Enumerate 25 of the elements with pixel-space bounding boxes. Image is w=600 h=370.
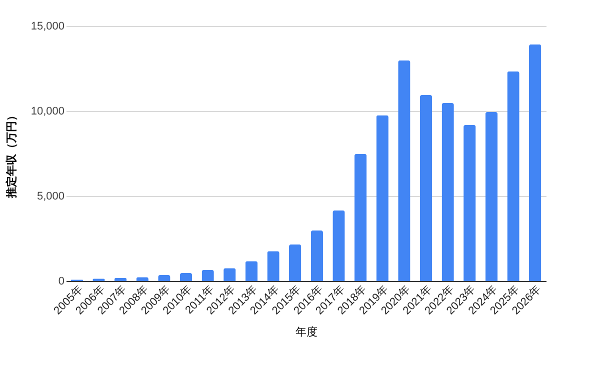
bar [180,273,192,281]
bar [354,154,367,281]
bar [420,95,432,281]
bar [310,230,323,281]
bar [485,112,498,281]
bar [114,278,127,281]
bar [158,275,170,281]
y-tick-label: 0 [58,276,64,288]
y-tick-label: 15,000 [30,20,64,32]
y-tick-label: 5,000 [36,190,64,202]
bar [529,44,542,281]
y-axis-title: 推定年収（万円） [4,110,18,199]
bar [245,261,258,281]
bar [507,71,520,281]
bar [442,103,454,281]
y-tick-label: 10,000 [30,106,64,118]
bar [224,268,236,281]
x-axis-title: 年度 [296,325,318,338]
bar [376,115,388,281]
bar [332,210,345,281]
bar [202,270,214,281]
bar [267,251,280,281]
bar [398,60,410,281]
bar [464,124,476,281]
bar [289,244,302,281]
